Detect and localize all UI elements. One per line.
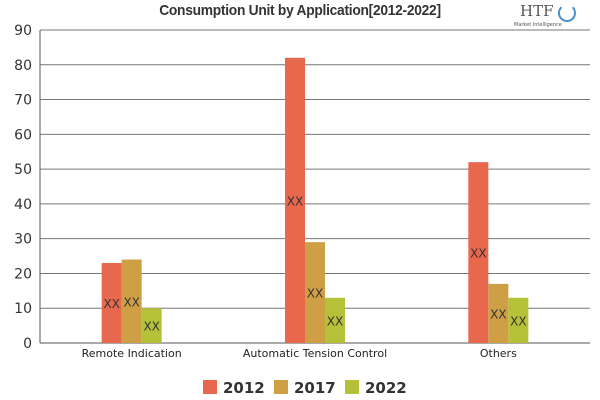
legend-swatch-2012 bbox=[203, 380, 217, 394]
y-tick-label: 90 bbox=[14, 23, 32, 39]
y-tick-label: 60 bbox=[14, 127, 32, 143]
y-tick-label: 80 bbox=[14, 58, 32, 74]
data-label: XX bbox=[143, 320, 159, 334]
x-tick-label: Remote Indication bbox=[82, 347, 182, 360]
logo-subtext: Market Intelligence bbox=[514, 22, 562, 28]
bar-2012 bbox=[468, 162, 489, 343]
data-label: XX bbox=[123, 295, 139, 309]
chart-title: Consumption Unit by Application[2012-202… bbox=[159, 2, 441, 19]
data-label: XX bbox=[490, 307, 506, 321]
bar-2017 bbox=[121, 259, 142, 343]
bar-2017 bbox=[305, 242, 325, 343]
data-label: XX bbox=[470, 247, 486, 261]
data-label: XX bbox=[103, 297, 119, 311]
y-tick-label: 0 bbox=[23, 336, 32, 352]
y-tick-label: 50 bbox=[14, 162, 32, 178]
x-tick-label: Others bbox=[480, 347, 517, 360]
y-tick-label: 70 bbox=[14, 93, 32, 109]
bar-2022 bbox=[141, 308, 162, 343]
y-tick-label: 10 bbox=[14, 301, 32, 317]
y-tick-label: 30 bbox=[14, 232, 32, 248]
htf-logo: HTF Market Intelligence bbox=[512, 2, 584, 32]
legend-label: 2022 bbox=[365, 379, 407, 397]
logo-text: HTF bbox=[520, 2, 554, 20]
y-tick-label: 40 bbox=[14, 197, 32, 213]
legend-swatch-2022 bbox=[345, 380, 359, 394]
bar-2012 bbox=[285, 57, 305, 343]
data-label: XX bbox=[307, 287, 323, 301]
logo-swirl-icon bbox=[558, 4, 576, 22]
bar-2012 bbox=[101, 263, 122, 343]
bar-2022 bbox=[325, 297, 345, 343]
y-tick-label: 20 bbox=[14, 266, 32, 282]
legend-label: 2017 bbox=[294, 379, 336, 397]
bar-2017 bbox=[488, 283, 509, 343]
legend-label: 2012 bbox=[223, 379, 265, 397]
data-label: XX bbox=[287, 194, 303, 208]
x-tick-label: Automatic Tension Control bbox=[243, 347, 387, 360]
data-label: XX bbox=[327, 314, 343, 328]
bar-2022 bbox=[508, 297, 529, 343]
legend-swatch-2017 bbox=[274, 380, 288, 394]
data-label: XX bbox=[510, 314, 526, 328]
